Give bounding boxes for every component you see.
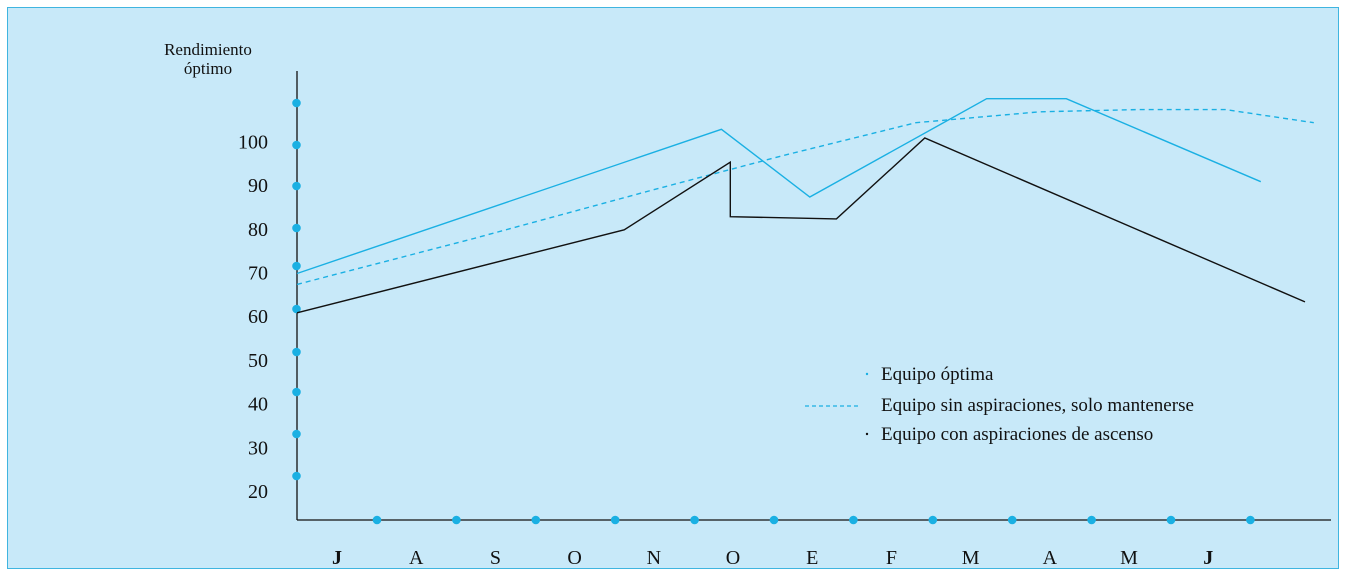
legend-label: Equipo sin aspiraciones, solo mantenerse <box>881 395 1194 416</box>
x-tick-label: O <box>726 547 740 569</box>
x-tick-label: A <box>1043 547 1058 569</box>
x-axis-dot <box>1166 515 1176 525</box>
series-line-1 <box>296 108 1314 286</box>
y-axis-dot <box>292 304 301 314</box>
y-axis-dot <box>292 223 301 233</box>
y-axis-dot <box>292 140 301 150</box>
y-tick-label: 60 <box>248 306 268 328</box>
x-tick-label: N <box>647 547 661 569</box>
x-axis-dot <box>849 515 858 525</box>
y-axis-dot <box>292 347 301 357</box>
y-axis-dot <box>292 261 301 271</box>
x-axis-dot <box>372 515 382 525</box>
y-tick-label: 70 <box>248 263 268 285</box>
y-tick-label: 50 <box>248 350 268 372</box>
x-tick-label: O <box>567 547 581 569</box>
x-tick-label: E <box>806 547 818 569</box>
legend-swatch <box>865 372 869 376</box>
x-axis-dot <box>1007 515 1017 525</box>
y-axis-dot <box>292 387 301 397</box>
legend-swatch <box>865 432 869 436</box>
y-tick-label: 20 <box>248 481 268 503</box>
y-tick-label: 100 <box>238 131 268 153</box>
x-axis-dot <box>531 515 541 525</box>
series-line-0 <box>296 97 1262 275</box>
x-axis-dot <box>1087 515 1096 525</box>
x-tick-label: F <box>886 547 897 569</box>
x-axis-dot <box>1246 515 1255 525</box>
x-tick-label: M <box>962 547 980 569</box>
x-axis-dot <box>690 515 699 525</box>
y-tick-label: 30 <box>248 437 268 459</box>
x-tick-label: J <box>1203 547 1213 569</box>
legend-label: Equipo con aspiraciones de ascenso <box>881 424 1153 445</box>
x-tick-label: J <box>332 547 342 569</box>
x-axis-dot <box>452 515 461 525</box>
x-tick-label: A <box>409 547 424 569</box>
y-axis-dot <box>292 181 301 191</box>
y-tick-label: 40 <box>248 394 268 416</box>
legend-label: Equipo óptima <box>881 364 994 385</box>
y-tick-label: 80 <box>248 219 268 241</box>
x-axis-dot <box>769 515 779 525</box>
chart-frame: Rendimiento óptimo 100 90 80 70 60 50 40 30 20 J A S O… <box>7 7 1339 569</box>
y-axis-dot <box>292 471 301 481</box>
x-axis-dot <box>928 515 938 525</box>
y-tick-label: 90 <box>248 175 268 197</box>
y-axis-dot <box>292 98 301 108</box>
series-line-2 <box>296 137 1306 314</box>
x-axis-dot <box>610 515 620 525</box>
x-tick-label: S <box>490 547 501 569</box>
y-axis-label: óptimo <box>184 59 232 78</box>
y-axis-label: Rendimiento <box>164 40 252 59</box>
x-tick-label: M <box>1120 547 1138 569</box>
y-axis-dot <box>292 429 301 439</box>
